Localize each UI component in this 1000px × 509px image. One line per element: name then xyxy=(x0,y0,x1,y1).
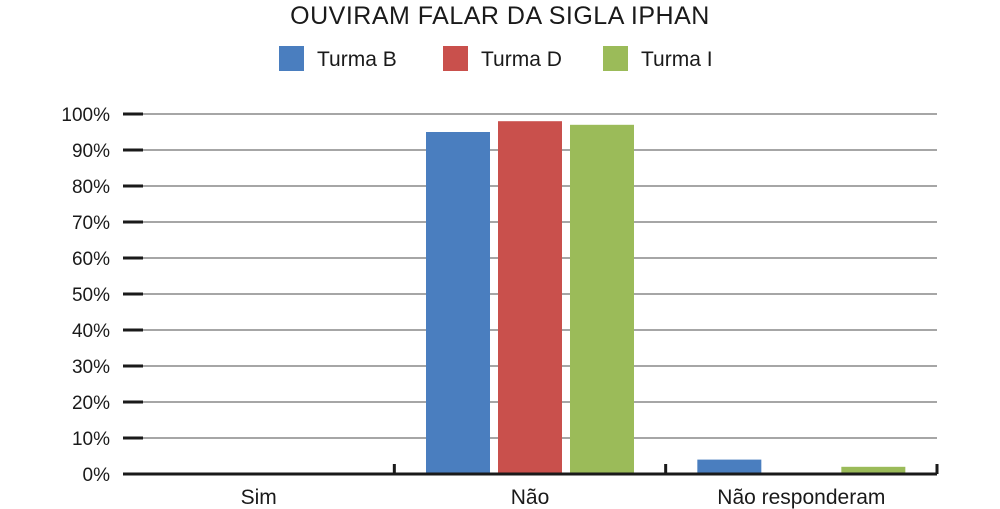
y-tick-label: 10% xyxy=(72,429,110,450)
y-tick-label: 40% xyxy=(72,321,110,342)
legend-swatch-3 xyxy=(603,46,628,71)
x-category-label: Sim xyxy=(241,486,277,509)
legend-label-3: Turma I xyxy=(641,48,713,71)
y-tick-label: 70% xyxy=(72,213,110,234)
bar-turma-b-2 xyxy=(426,132,490,474)
legend-swatch-1 xyxy=(279,46,304,71)
bar-turma-b-3 xyxy=(697,459,762,474)
y-tick-label: 80% xyxy=(72,177,110,198)
bar-turma-i-2 xyxy=(570,124,634,475)
bars xyxy=(426,121,906,475)
y-tick-label: 20% xyxy=(72,393,110,414)
bar-turma-i-3 xyxy=(841,466,906,474)
x-category-label: Não responderam xyxy=(717,486,885,509)
y-tick-label: 90% xyxy=(72,141,110,162)
x-axis xyxy=(123,464,939,476)
category-labels: Sim Não Não responderam xyxy=(241,486,886,509)
legend-label-2: Turma D xyxy=(481,48,562,71)
bar-turma-d-2 xyxy=(498,121,562,474)
y-tick-label: 60% xyxy=(72,249,110,270)
chart-title: OUVIRAM FALAR DA SIGLA IPHAN xyxy=(290,2,710,30)
y-tick-label: 0% xyxy=(83,465,111,486)
x-category-label: Não xyxy=(511,486,550,509)
y-tick-label: 100% xyxy=(61,105,110,126)
legend-swatch-2 xyxy=(443,46,468,71)
y-tick-label: 50% xyxy=(72,285,110,306)
y-tick-label: 30% xyxy=(72,357,110,378)
legend: Turma B Turma D Turma I xyxy=(279,46,713,71)
y-axis-ticks: 0% 10% 20% 30% 40% 50% 60% 70% 80% 90% 100% xyxy=(61,105,143,486)
legend-label-1: Turma B xyxy=(317,48,397,71)
